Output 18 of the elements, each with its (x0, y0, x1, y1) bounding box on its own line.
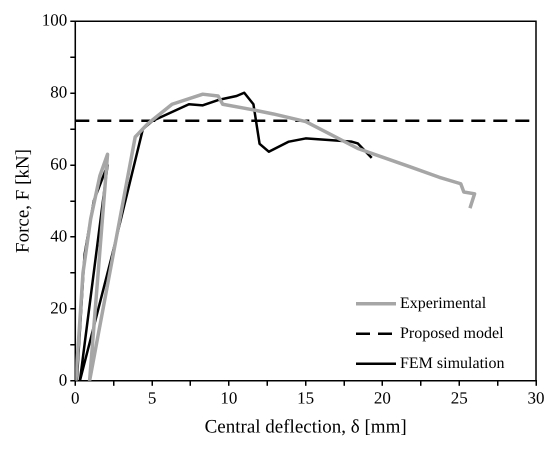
x-tick-label: 30 (528, 388, 544, 408)
legend-label: FEM simulation (400, 355, 504, 372)
x-tick-label: 10 (220, 388, 238, 408)
legend-label: Proposed model (400, 325, 504, 342)
y-tick-label: 100 (42, 10, 68, 30)
legend-label: Experimental (400, 295, 487, 312)
y-tick-label: 40 (50, 226, 68, 246)
x-tick-label: 0 (71, 388, 80, 408)
y-tick-label: 80 (50, 82, 68, 102)
x-tick-label: 25 (450, 388, 468, 408)
x-axis-title: Central deflection, δ [mm] (204, 416, 407, 438)
x-tick-label: 5 (148, 388, 156, 408)
y-tick-label: 60 (50, 154, 68, 174)
y-tick-label: 0 (58, 370, 68, 390)
y-axis-title: Force, F [kN] (12, 149, 34, 253)
y-tick-label: 20 (50, 298, 68, 318)
x-tick-label: 20 (374, 388, 391, 408)
x-tick-label: 15 (297, 388, 314, 408)
